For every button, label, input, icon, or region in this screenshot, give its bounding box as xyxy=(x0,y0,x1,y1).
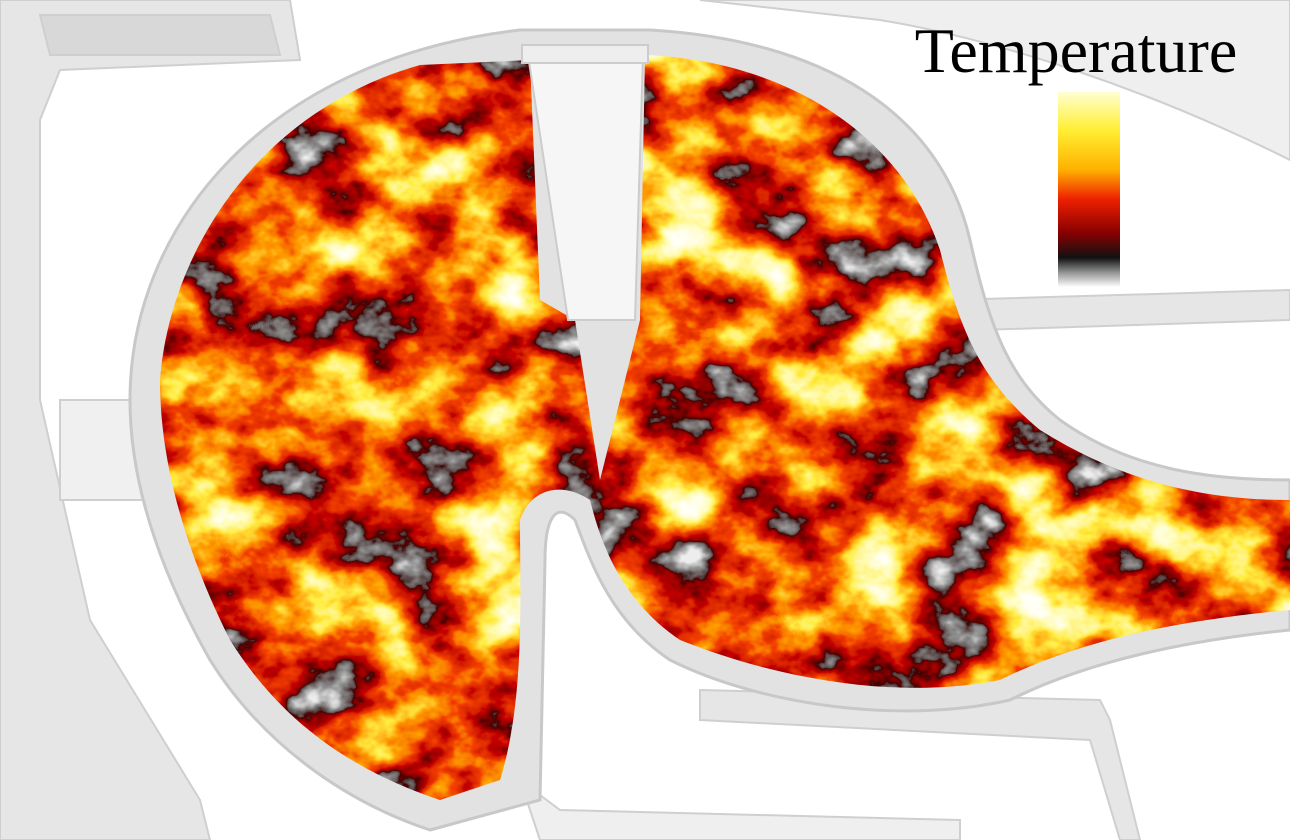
combustor-view: Temperature xyxy=(0,0,1290,840)
legend-title: Temperature xyxy=(915,15,1237,86)
injector-cap xyxy=(522,45,648,63)
colorbar xyxy=(1058,92,1120,287)
